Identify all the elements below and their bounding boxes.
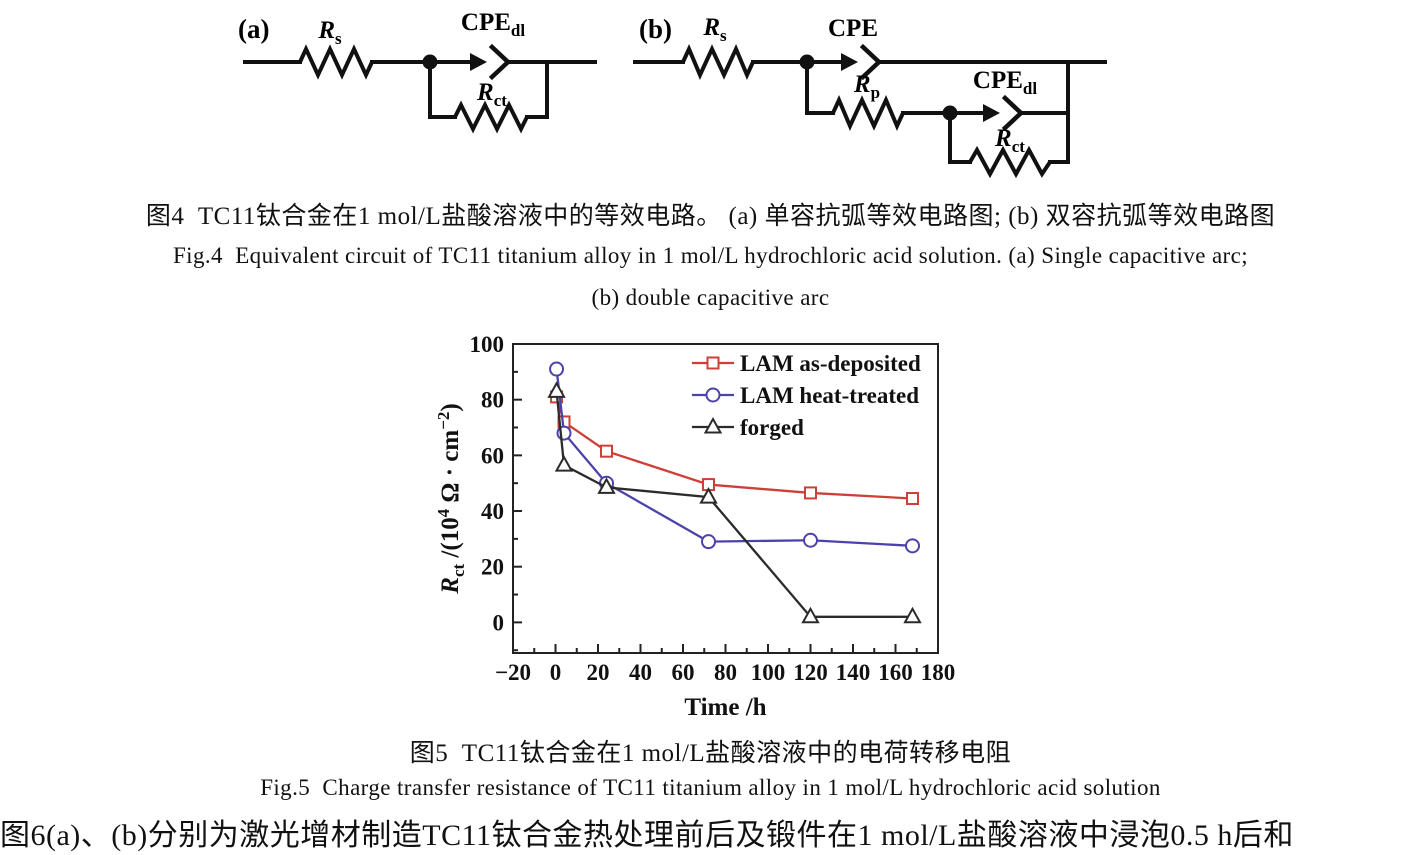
fig5-caption-zh: 图5 TC11钛合金在1 mol/L盐酸溶液中的电荷转移电阻 (409, 740, 1012, 767)
svg-text:80: 80 (714, 660, 737, 685)
fig5-line-chart: −20 0 20 40 60 80 100 120 140 160 180 0 20 40 60 80 100 T… (434, 332, 955, 721)
wire (525, 60, 549, 119)
cpe-arrow-icon (841, 53, 858, 71)
series-forged (547, 381, 922, 624)
equivalent-circuit-b: (b) Rs CPE Rp CPEdl Rct (633, 14, 1107, 179)
svg-text:160: 160 (878, 660, 913, 685)
series-lam-heat-treated (549, 361, 920, 554)
wire (948, 111, 972, 164)
resistor-rs (298, 44, 374, 80)
panel-label-b: (b) (639, 14, 672, 44)
svg-text:120: 120 (793, 660, 828, 685)
equivalent-circuit-a: (a) Rs CPEdl Rct (238, 9, 597, 134)
chart-axis-labels: −20 0 20 40 60 80 100 120 140 160 180 0 20 40 60 80 100 T… (434, 332, 955, 721)
cpe-arrow-icon (470, 53, 487, 71)
label-rct: Rct (476, 79, 507, 110)
wire (428, 60, 457, 119)
svg-text:0: 0 (493, 610, 505, 635)
label-rs: Rs (702, 14, 727, 45)
legend-label: LAM as-deposited (740, 351, 921, 376)
svg-text:40: 40 (629, 660, 652, 685)
svg-text:100: 100 (751, 660, 786, 685)
svg-text:140: 140 (836, 660, 871, 685)
x-axis-title: Time /h (684, 694, 766, 721)
svg-text:0: 0 (550, 660, 562, 685)
legend-label: LAM heat-treated (740, 383, 919, 408)
cpe-chevron-icon (488, 43, 512, 81)
label-rs: Rs (317, 17, 342, 48)
svg-text:20: 20 (587, 660, 610, 685)
cpe-dl-arrow-icon (983, 104, 1000, 122)
svg-text:180: 180 (921, 660, 956, 685)
resistor-rs (681, 44, 755, 80)
svg-text:60: 60 (672, 660, 695, 685)
label-rp: Rp (853, 71, 880, 102)
fig4-caption-en-line1: Fig.4 Equivalent circuit of TC11 titaniu… (172, 243, 1249, 268)
panel-label-a: (a) (238, 14, 269, 44)
label-cpe-dl: CPEdl (973, 67, 1037, 98)
chart-axes (512, 343, 939, 654)
svg-text:100: 100 (470, 332, 505, 357)
label-cpe: CPE (828, 15, 878, 42)
svg-text:20: 20 (481, 555, 504, 580)
wire (1048, 60, 1070, 164)
label-cpe-dl: CPEdl (461, 9, 525, 40)
fig5-caption-en: Fig.5 Charge transfer resistance of TC11… (260, 775, 1161, 800)
svg-text:80: 80 (481, 388, 504, 413)
chart-legend: LAM as-deposited LAM heat-treated forged (692, 351, 921, 440)
resistor-rct (453, 100, 529, 134)
svg-text:60: 60 (481, 443, 504, 468)
svg-text:40: 40 (481, 499, 504, 524)
svg-text:−20: −20 (495, 660, 531, 685)
body-paragraph: 图6(a)、(b)分别为激光增材制造TC11钛合金热处理前后及锻件在1 mol/… (0, 819, 1294, 852)
resistor-rct (968, 145, 1052, 179)
wire (805, 60, 835, 115)
legend-label: forged (740, 415, 804, 440)
cpe-dl-chevron-icon (1001, 94, 1025, 132)
resistor-rp (831, 95, 905, 131)
fig4-caption-en-line2: (b) double capacitive arc (591, 285, 830, 310)
label-rct: Rct (994, 125, 1025, 156)
fig4-caption-zh: 图4 TC11钛合金在1 mol/L盐酸溶液中的等效电路。 (a) 单容抗弧等效… (145, 203, 1276, 230)
y-axis-title: Rct /(104 Ω · cm−2) (434, 403, 468, 594)
